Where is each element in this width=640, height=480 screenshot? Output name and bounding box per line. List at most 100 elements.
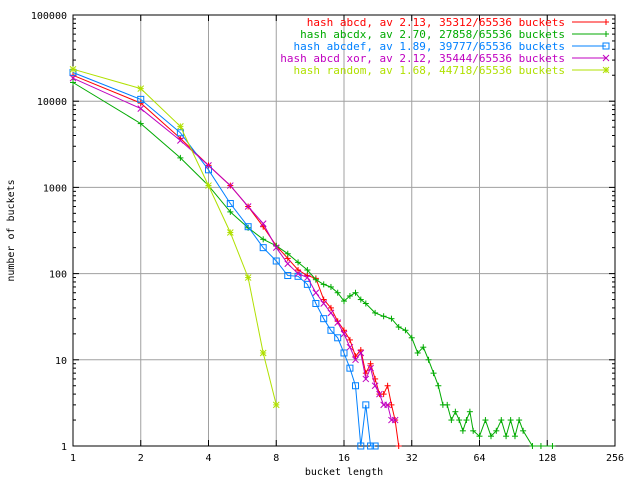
data-point: [226, 229, 234, 236]
data-point: [357, 349, 365, 357]
data-point: [295, 267, 302, 274]
data-point: [272, 244, 280, 252]
x-tick-label: 2: [138, 453, 144, 464]
data-point: [537, 443, 544, 449]
x-tick-label: 256: [606, 453, 624, 464]
legend-entry: hash abcd xor, av 2.12, 35444/65536 buck…: [280, 52, 610, 65]
data-point: [367, 442, 375, 450]
data-point: [452, 408, 459, 415]
data-point: [304, 267, 311, 274]
series-line: [72, 72, 376, 447]
data-point: [320, 296, 327, 303]
data-point: [367, 360, 374, 367]
data-point: [346, 364, 354, 372]
x-tick-label: 16: [338, 453, 350, 464]
data-point: [340, 330, 348, 338]
x-tick-label: 1: [70, 453, 76, 464]
y-tick-label: 1: [61, 442, 67, 453]
data-point: [244, 203, 252, 210]
data-point: [334, 289, 341, 296]
y-tick-label: 10000: [37, 97, 67, 108]
legend-label: hash abcdx, av 2.70, 27858/65536 buckets: [300, 28, 565, 41]
data-point: [352, 289, 359, 296]
data-point: [341, 298, 347, 305]
series-5: [69, 65, 280, 409]
legend-entry: hash abcdx, av 2.70, 27858/65536 buckets: [300, 28, 609, 41]
data-point: [498, 417, 505, 424]
data-point: [430, 370, 437, 377]
data-point: [362, 370, 369, 377]
data-point: [312, 276, 319, 283]
data-point: [295, 259, 302, 266]
data-point: [380, 391, 387, 398]
data-point: [352, 382, 360, 390]
grid: [73, 15, 615, 446]
data-point: [507, 417, 514, 424]
data-point: [320, 315, 328, 323]
data-point: [177, 137, 184, 144]
data-point: [380, 313, 387, 320]
series-layer: [69, 65, 556, 450]
data-point: [69, 65, 77, 73]
y-tick-label: 100: [49, 270, 67, 281]
data-point: [529, 443, 536, 449]
data-point: [384, 382, 391, 389]
legend-entry: hash abcd, av 2.13, 35312/65536 buckets: [307, 16, 609, 29]
series-3: [69, 69, 379, 450]
data-point: [435, 382, 442, 389]
y-tick-label: 100000: [31, 11, 67, 22]
series-line: [72, 68, 277, 406]
data-point: [69, 74, 77, 82]
x-tick-label: 64: [473, 453, 485, 464]
data-point: [334, 319, 342, 326]
data-point: [205, 166, 212, 174]
data-point: [346, 343, 354, 351]
data-point: [520, 427, 527, 434]
data-point: [177, 154, 184, 161]
y-tick-label: 10: [55, 356, 67, 367]
data-point: [259, 349, 267, 357]
legend-entry: hash abcdef, av 1.89, 39777/65536 bucket…: [293, 40, 610, 53]
data-point: [227, 208, 234, 215]
data-point: [352, 356, 359, 364]
data-point: [137, 85, 145, 92]
legend-label: hash abcdef, av 1.89, 39777/65536 bucket…: [293, 40, 565, 53]
data-point: [259, 220, 267, 227]
data-point: [226, 182, 234, 189]
data-point: [284, 272, 292, 280]
data-point: [260, 236, 267, 243]
data-point: [357, 346, 364, 353]
data-point: [137, 95, 145, 103]
data-point: [372, 309, 379, 316]
data-point: [482, 417, 489, 424]
x-tick-label: 4: [205, 453, 211, 464]
legend-marker: [602, 66, 610, 74]
data-point: [503, 433, 510, 440]
data-point: [488, 433, 495, 440]
data-point: [459, 427, 466, 434]
legend-label: hash abcd xor, av 2.12, 35444/65536 buck…: [280, 52, 565, 65]
data-point: [327, 304, 334, 311]
data-point: [384, 401, 391, 409]
data-point: [448, 417, 455, 424]
data-point: [391, 416, 399, 424]
data-point: [357, 296, 364, 303]
data-point: [346, 336, 353, 343]
data-point: [340, 349, 348, 357]
legend: hash abcd, av 2.13, 35312/65536 bucketsh…: [280, 16, 610, 77]
legend-label: hash abcd, av 2.13, 35312/65536 buckets: [307, 16, 565, 29]
legend-marker: [603, 19, 609, 25]
data-point: [70, 79, 76, 86]
data-point: [272, 401, 280, 409]
data-point: [549, 443, 556, 449]
x-tick-label: 128: [538, 453, 556, 464]
data-point: [284, 250, 291, 257]
data-point: [371, 382, 379, 390]
data-point: [493, 427, 500, 434]
data-point: [362, 401, 370, 409]
data-point: [137, 100, 144, 107]
data-point: [516, 417, 523, 424]
data-point: [294, 270, 302, 277]
data-point: [362, 300, 369, 307]
data-point: [327, 326, 335, 334]
